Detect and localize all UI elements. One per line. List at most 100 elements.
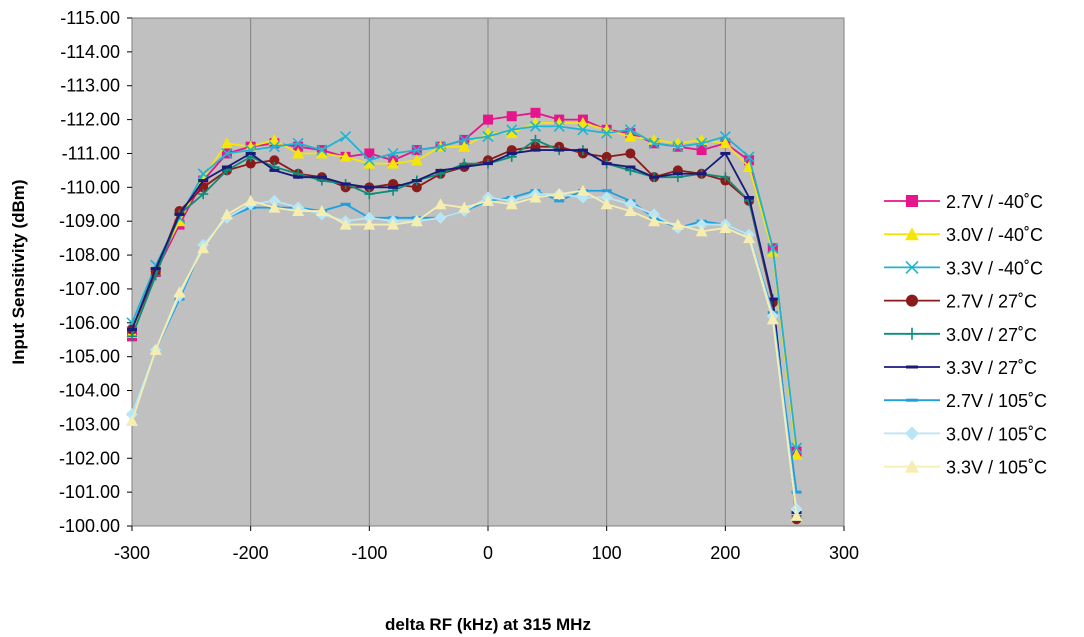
legend-label: 2.7V / 27˚C xyxy=(946,292,1037,312)
data-point xyxy=(576,116,589,128)
data-point xyxy=(554,148,565,152)
legend-item: 3.0V / 27˚C xyxy=(884,325,1037,345)
legend-item: 3.0V / 105˚C xyxy=(884,424,1047,444)
data-point xyxy=(624,124,636,136)
y-tick-label: -112.00 xyxy=(60,110,120,130)
data-point xyxy=(410,154,423,166)
data-point xyxy=(364,148,375,159)
data-point xyxy=(197,242,210,254)
data-point xyxy=(672,141,684,153)
data-point xyxy=(905,260,919,274)
x-tick-label: 300 xyxy=(829,543,859,563)
data-point xyxy=(790,509,803,521)
data-point xyxy=(340,202,351,206)
data-point xyxy=(506,111,517,122)
data-point xyxy=(600,198,613,210)
data-point xyxy=(624,130,637,142)
data-point xyxy=(624,198,637,211)
data-point xyxy=(150,267,161,271)
data-point xyxy=(906,365,918,369)
legend-label: 3.3V / 27˚C xyxy=(946,358,1037,378)
data-point xyxy=(268,201,281,213)
data-point xyxy=(720,172,731,183)
data-point xyxy=(601,189,612,193)
y-tick-label: -100.00 xyxy=(59,516,120,536)
data-point xyxy=(458,134,470,146)
data-point xyxy=(482,130,494,143)
x-tick-label: -300 xyxy=(114,543,150,563)
data-point xyxy=(695,225,708,237)
data-point xyxy=(387,218,400,230)
data-point xyxy=(220,208,233,220)
data-point xyxy=(363,157,376,169)
data-point xyxy=(221,147,233,160)
data-point xyxy=(483,162,493,166)
x-tick-label: 200 xyxy=(710,543,740,563)
data-point xyxy=(791,490,802,494)
data-point xyxy=(696,137,708,149)
data-point xyxy=(220,137,233,149)
data-point xyxy=(127,331,137,342)
y-tick-label: -111.00 xyxy=(62,143,120,163)
x-tick-label: 0 xyxy=(483,543,493,563)
data-point xyxy=(905,227,919,241)
data-point xyxy=(315,205,328,217)
data-point xyxy=(410,215,423,227)
x-axis-ticks: -300 -200 -100 0 100 200 300 xyxy=(114,526,859,563)
data-point xyxy=(340,182,351,186)
data-point xyxy=(458,201,471,213)
data-point xyxy=(363,218,376,230)
data-point xyxy=(173,286,186,298)
data-point xyxy=(696,172,707,176)
data-point xyxy=(719,137,732,149)
series-9 xyxy=(126,184,803,521)
y-tick-label: -101.00 xyxy=(59,482,120,502)
legend-item: 3.3V / -40˚C xyxy=(884,258,1043,278)
legend-item: 2.7V / 105˚C xyxy=(884,391,1047,411)
data-point xyxy=(648,215,661,227)
data-point xyxy=(672,172,683,176)
series-layer xyxy=(126,107,803,525)
data-point xyxy=(576,184,589,196)
data-point xyxy=(434,141,447,153)
data-point xyxy=(245,151,256,155)
data-point xyxy=(529,116,542,128)
data-point xyxy=(624,205,637,217)
data-point xyxy=(529,120,542,132)
legend-item: 2.7V / -40˚C xyxy=(884,192,1043,212)
data-point xyxy=(269,168,280,172)
data-point xyxy=(198,179,209,183)
y-tick-label: -114.00 xyxy=(60,42,120,62)
data-point xyxy=(221,165,232,169)
y-tick-label: -105.00 xyxy=(59,347,120,367)
x-tick-label: 100 xyxy=(592,543,622,563)
data-point xyxy=(790,442,803,454)
data-point xyxy=(530,148,541,152)
data-point xyxy=(364,189,375,200)
data-point xyxy=(906,327,918,340)
data-point xyxy=(434,198,447,210)
data-point xyxy=(269,155,280,166)
data-point xyxy=(529,191,542,203)
data-point xyxy=(906,294,918,307)
data-point xyxy=(363,211,376,224)
y-tick-label: -102.00 xyxy=(59,448,120,468)
data-point xyxy=(292,147,305,159)
y-tick-label: -106.00 xyxy=(59,313,120,333)
data-point xyxy=(648,137,660,149)
y-tick-label: -108.00 xyxy=(59,245,120,265)
series-2 xyxy=(126,116,803,460)
data-point xyxy=(197,168,209,180)
y-tick-label: -115.00 xyxy=(60,8,120,28)
legend-label: 3.3V / 105˚C xyxy=(946,458,1047,478)
data-point xyxy=(744,195,755,199)
data-point xyxy=(743,151,755,163)
data-point xyxy=(387,147,399,160)
data-point xyxy=(648,208,661,221)
data-point xyxy=(530,107,541,118)
data-point xyxy=(315,147,328,159)
data-point xyxy=(696,145,707,156)
data-point xyxy=(364,185,375,189)
y-axis-ticks: -115.00 -114.00 -113.00 -112.00 -111.00 -110.… xyxy=(59,8,132,536)
data-point xyxy=(127,328,137,332)
